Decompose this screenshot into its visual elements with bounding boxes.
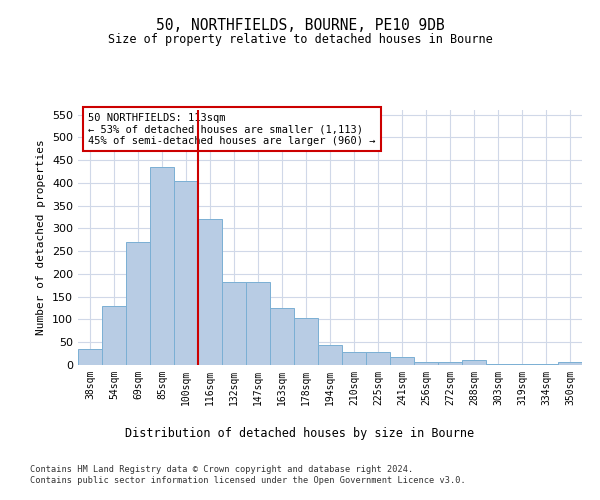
Bar [78,349,102,365]
Bar [222,282,246,365]
Bar [534,364,558,365]
Y-axis label: Number of detached properties: Number of detached properties [37,140,46,336]
Bar [558,362,582,365]
Text: Contains public sector information licensed under the Open Government Licence v3: Contains public sector information licen… [30,476,466,485]
Bar [126,242,150,365]
Bar [438,362,462,365]
Text: 50 NORTHFIELDS: 113sqm
← 53% of detached houses are smaller (1,113)
45% of semi-: 50 NORTHFIELDS: 113sqm ← 53% of detached… [88,112,376,146]
Bar [510,364,534,365]
Text: Distribution of detached houses by size in Bourne: Distribution of detached houses by size … [125,428,475,440]
Bar [318,344,342,365]
Bar [366,352,390,365]
Bar [462,360,486,365]
Bar [246,282,270,365]
Bar [198,220,222,365]
Text: Contains HM Land Registry data © Crown copyright and database right 2024.: Contains HM Land Registry data © Crown c… [30,465,413,474]
Bar [150,167,174,365]
Text: Size of property relative to detached houses in Bourne: Size of property relative to detached ho… [107,32,493,46]
Bar [294,318,318,365]
Text: 50, NORTHFIELDS, BOURNE, PE10 9DB: 50, NORTHFIELDS, BOURNE, PE10 9DB [155,18,445,32]
Bar [102,306,126,365]
Bar [342,352,366,365]
Bar [414,362,438,365]
Bar [390,358,414,365]
Bar [270,308,294,365]
Bar [174,180,198,365]
Bar [486,364,510,365]
